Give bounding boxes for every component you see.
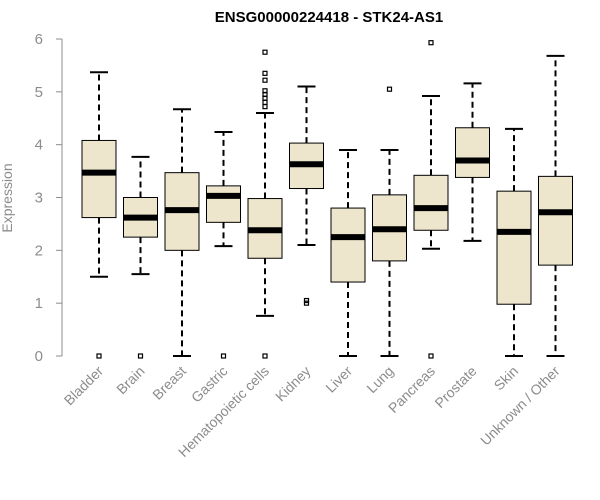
outlier-point <box>428 40 434 46</box>
outlier-point <box>96 353 102 359</box>
outlier-point <box>386 86 393 92</box>
box-unknown-other <box>538 54 573 357</box>
x-tick-label-kidney: Kidney <box>272 363 314 405</box>
y-tick-label-4: 4 <box>35 137 43 154</box>
x-tick-label-skin: Skin <box>491 363 522 394</box>
box-liver <box>330 148 366 357</box>
outlier-point <box>303 300 310 306</box>
iqr-box <box>413 174 449 231</box>
outlier-point <box>262 104 268 110</box>
box-breast <box>164 108 200 357</box>
boxes-group <box>81 40 573 359</box>
iqr-box <box>496 190 532 305</box>
x-tick-label-unknown-other: Unknown / Other <box>477 363 563 449</box>
x-tick-label-breast: Breast <box>149 363 189 403</box>
box-lung <box>372 86 407 357</box>
iqr-box <box>81 139 117 219</box>
outlier-point <box>262 49 268 55</box>
y-tick-label-1: 1 <box>35 295 43 312</box>
outlier-point <box>262 88 268 94</box>
box-hematopoietic-cells <box>247 49 283 359</box>
outlier-point <box>137 353 144 359</box>
y-tick-label-0: 0 <box>35 348 43 365</box>
box-prostate <box>455 82 490 242</box>
x-tick-label-prostate: Prostate <box>431 363 479 411</box>
x-tick-label-brain: Brain <box>113 363 147 397</box>
iqr-box <box>455 127 490 178</box>
x-tick-label-bladder: Bladder <box>61 363 107 409</box>
box-bladder <box>81 71 117 359</box>
outlier-point <box>262 70 268 76</box>
outlier-point <box>262 353 268 359</box>
box-brain <box>123 155 158 359</box>
x-tick-label-liver: Liver <box>322 363 355 396</box>
box-kidney <box>289 85 324 306</box>
iqr-box <box>330 207 366 283</box>
iqr-box <box>538 175 573 266</box>
box-pancreas <box>413 40 449 359</box>
y-axis: 0 1 2 3 4 5 6 <box>35 31 63 365</box>
y-tick-label-2: 2 <box>35 242 43 259</box>
outlier-point <box>262 77 268 83</box>
outlier-point <box>262 99 268 106</box>
iqr-box <box>206 185 241 223</box>
box-skin <box>496 127 532 357</box>
y-axis-label: Expression <box>0 163 15 232</box>
outlier-point <box>220 353 227 359</box>
y-tick-label-3: 3 <box>35 190 43 207</box>
x-tick-label-lung: Lung <box>363 363 396 396</box>
chart-title: ENSG00000224418 - STK24-AS1 <box>215 9 443 26</box>
box-gastric <box>206 130 241 359</box>
y-tick-label-5: 5 <box>35 84 43 101</box>
outlier-point <box>428 353 434 359</box>
y-tick-label-6: 6 <box>35 31 43 48</box>
outlier-point <box>303 297 310 304</box>
